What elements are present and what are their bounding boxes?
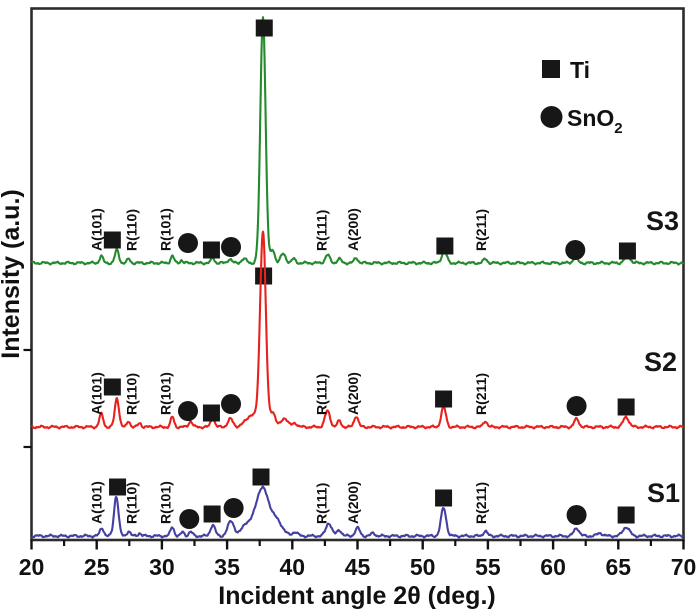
legend-label-ti: Ti [570,57,590,83]
ti-square-marker-s1 [617,506,635,524]
peak-label-a200-s3: A(200) [345,208,361,251]
sno2-circle-marker-s3 [565,240,586,260]
curve-s1 [30,485,685,539]
peak-label-r211-s1: R(211) [473,482,489,524]
sno2-circle-marker-s1 [179,509,200,529]
x-tick-label: 60 [540,554,566,580]
peak-label-r211-s3: R(211) [473,209,489,251]
peak-label-r110-s1: R(110) [124,482,140,524]
peak-label-a101-s3: A(101) [88,208,104,251]
sno2-circle-marker-s3 [177,233,198,253]
legend: Ti SnO2 [540,57,623,137]
series-label-s2: S2 [644,347,677,377]
ti-square-marker-s2 [435,390,453,408]
x-tick-label: 20 [19,554,45,580]
x-tick-label: 25 [84,554,110,580]
peak-label-r110-s3: R(110) [124,209,140,251]
peak-label-a200-s1: A(200) [345,481,361,524]
peak-label-r211-s2: R(211) [473,373,489,415]
peak-label-a101-s1: A(101) [88,481,104,524]
legend-label-sno2: SnO2 [567,105,623,137]
x-tick-label: 50 [410,554,436,580]
peak-label-r111-s3: R(111) [313,210,329,251]
peak-label-r101-s1: R(101) [157,481,173,524]
x-tick-label: 40 [280,554,306,580]
curve-s2 [30,230,685,430]
ti-square-marker-s2 [255,267,273,285]
series-label-s1: S1 [647,478,680,508]
ti-square-marker-s3 [436,237,454,255]
x-axis-title: Incident angle 2θ (deg.) [218,582,495,610]
ti-square-marker-s3 [618,242,636,260]
y-axis-title: Intensity (a.u.) [0,189,25,358]
peak-label-r111-s2: R(111) [313,374,329,415]
x-tick-label: 35 [214,554,240,580]
peak-label-a101-s2: A(101) [88,372,104,415]
plot-frame [30,7,685,542]
peak-label-r111-s1: R(111) [313,483,329,524]
ti-square-marker-s1 [109,478,127,496]
ti-square-marker-s3 [202,241,220,259]
ti-square-marker-s1 [203,505,221,523]
ti-square-marker-s1 [252,468,270,486]
x-tick-label: 70 [671,554,697,580]
peak-label-r110-s2: R(110) [124,373,140,415]
ti-square-marker-s1 [435,489,453,507]
series-label-s3: S3 [646,206,679,236]
ti-square-marker-s2 [202,404,220,422]
peak-label-a200-s2: A(200) [345,372,361,415]
peak-label-r101-s2: R(101) [157,372,173,415]
ti-square-marker-s3 [103,231,121,249]
sno2-circle-marker-s1 [223,498,244,518]
x-tick-label: 65 [606,554,632,580]
x-tick-label: 45 [345,554,371,580]
sno2-circle-marker-s2 [566,396,587,416]
sno2-circle-icon [540,106,563,128]
ti-square-marker-s2 [617,398,635,416]
ti-square-marker-s3 [255,19,273,37]
sno2-circle-marker-s3 [221,237,242,257]
x-tick-label: 30 [149,554,175,580]
sno2-circle-marker-s1 [566,505,587,525]
x-tick-label: 55 [475,554,501,580]
sno2-circle-marker-s2 [177,401,198,421]
sno2-circle-marker-s2 [221,394,242,414]
ti-square-icon [542,60,560,78]
peak-label-r101-s3: R(101) [157,208,173,251]
ti-square-marker-s2 [103,378,121,396]
